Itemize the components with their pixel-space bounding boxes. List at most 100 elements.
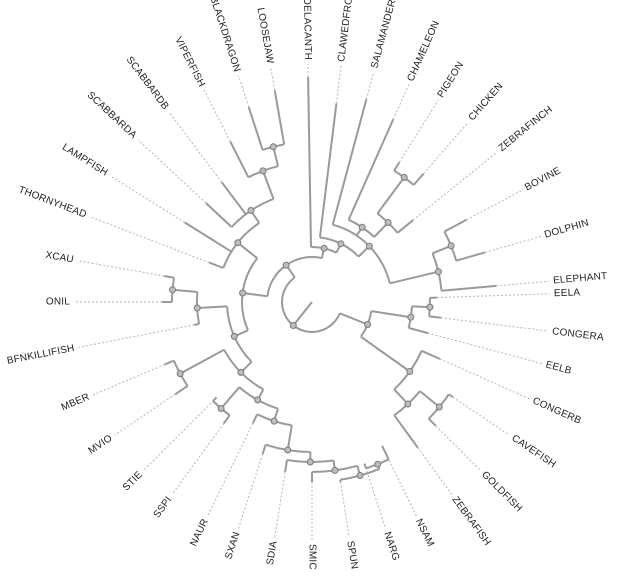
internal-nodes (169, 143, 455, 479)
leaf-leader-line (78, 324, 195, 348)
leaf-label-congera: CONGERA (552, 326, 605, 343)
leaf-leader-line (207, 423, 254, 517)
leaf-label-cavefish: CAVEFISH (509, 433, 557, 471)
leaf-label-eela: EELA (554, 287, 581, 299)
leaf-leader-line (114, 393, 176, 436)
internal-node (237, 368, 245, 376)
leaf-label-bovine: BOVINE (523, 165, 563, 193)
leaf-label-sxan: SXAN (223, 531, 242, 561)
internal-node (193, 304, 201, 312)
branch-segment (212, 396, 218, 402)
internal-node (306, 458, 314, 466)
branch-segment (208, 261, 224, 269)
internal-node (384, 219, 392, 226)
internal-node (434, 268, 442, 276)
leaf-leader-line (143, 397, 217, 471)
branch-segment (331, 98, 368, 225)
leaf-label-viperfish: VIPERFISH (172, 35, 207, 89)
branch-segment (179, 348, 225, 375)
branch-segment (381, 445, 390, 460)
leaf-label-narg: NARG (381, 531, 401, 563)
branch-segment (273, 90, 286, 145)
internal-node (320, 244, 328, 252)
leaf-label-lampfish: LAMPFISH (60, 142, 110, 179)
leaf-label-sspi: SSPI (152, 495, 175, 521)
leaf-label-eelb: EELB (544, 359, 572, 376)
internal-node (269, 143, 277, 151)
leaf-label-coelacanth: COELACANTH (301, 0, 313, 60)
leaf-label-spun: SPUN (344, 540, 359, 570)
internal-node (356, 472, 364, 479)
internal-node (247, 207, 255, 214)
leaf-leader-line (171, 423, 225, 495)
tree-branches (162, 76, 497, 482)
leaf-label-xcau: XCAU (45, 250, 75, 266)
leaf-label-sdia: SDIA (265, 540, 280, 566)
internal-node (404, 400, 412, 408)
branch-segment (307, 76, 312, 248)
branch-segment (339, 312, 368, 326)
leaf-label-smic: SMIC (306, 544, 317, 570)
internal-node (169, 286, 176, 294)
branch-segment (318, 103, 338, 238)
leaf-leader-line (92, 364, 165, 396)
leaf-leader-line (137, 139, 207, 204)
internal-node (230, 332, 238, 340)
internal-node (284, 446, 292, 454)
leaf-label-scabbarda: SCABBARDA (85, 90, 139, 141)
branch-segment (194, 322, 200, 326)
internal-node (374, 460, 382, 468)
leaf-label-chicken: CHICKEN (467, 81, 506, 123)
branch-segment (393, 414, 419, 449)
branch-segment (220, 386, 241, 410)
branch-segment (408, 326, 429, 335)
leaf-label-stie: STIE (121, 469, 145, 493)
internal-node (365, 242, 373, 250)
leaf-label-dolphin: DOLPHIN (543, 218, 590, 241)
branch-segment (220, 181, 247, 215)
leaf-leader-line (466, 189, 523, 221)
internal-node (234, 239, 242, 247)
branch-segment (376, 176, 406, 215)
branch-segment (286, 425, 293, 451)
leaf-label-loosejaw: LOOSEJAW (255, 7, 276, 65)
branch-segment (205, 202, 233, 228)
branch-segment (262, 170, 275, 200)
leaf-label-zebrafinch: ZEBRAFINCH (497, 104, 555, 154)
leaf-leader-line (109, 175, 186, 223)
branch-segment (197, 305, 228, 309)
internal-node (176, 370, 184, 378)
leaf-label-elephant: ELEPHANT (553, 271, 608, 287)
leaf-label-onil: ONIL (46, 297, 70, 308)
leaf-leader-line (238, 75, 250, 108)
leaf-leader-line (364, 463, 386, 529)
branch-segment (251, 413, 259, 424)
leaf-label-goldfish: GOLDFISH (479, 469, 524, 514)
internal-node (337, 240, 345, 248)
branch-segment (428, 315, 442, 319)
branch-segment (443, 218, 467, 233)
branch-segment (164, 275, 175, 279)
branch-segment (419, 390, 440, 408)
leaf-leader-line (365, 71, 375, 100)
leaf-label-pigeon: PIGEON (436, 60, 467, 100)
leaf-leader-line (77, 260, 165, 277)
leaf-leader-line (423, 122, 469, 175)
leaf-label-clawedfrog: CLAWEDFROG (336, 0, 356, 62)
internal-node (407, 313, 415, 321)
leaf-leader-line (440, 317, 549, 332)
leaf-leader-line (168, 111, 223, 183)
branch-segment (164, 359, 175, 366)
branch-segment (412, 173, 425, 186)
internal-node (282, 261, 290, 269)
leaf-leader-line (484, 235, 541, 253)
branch-segment (448, 393, 454, 398)
leaf-leader-line (436, 293, 550, 299)
branch-segment (421, 349, 441, 360)
leaf-label-bfnkillifish: BFNKILLIFISH (6, 343, 75, 367)
branch-segment (247, 106, 264, 151)
leaf-label-scabbardb: SCABBARDB (124, 55, 171, 112)
leaf-leader-line (427, 332, 543, 365)
leaf-leader-line (203, 89, 231, 142)
